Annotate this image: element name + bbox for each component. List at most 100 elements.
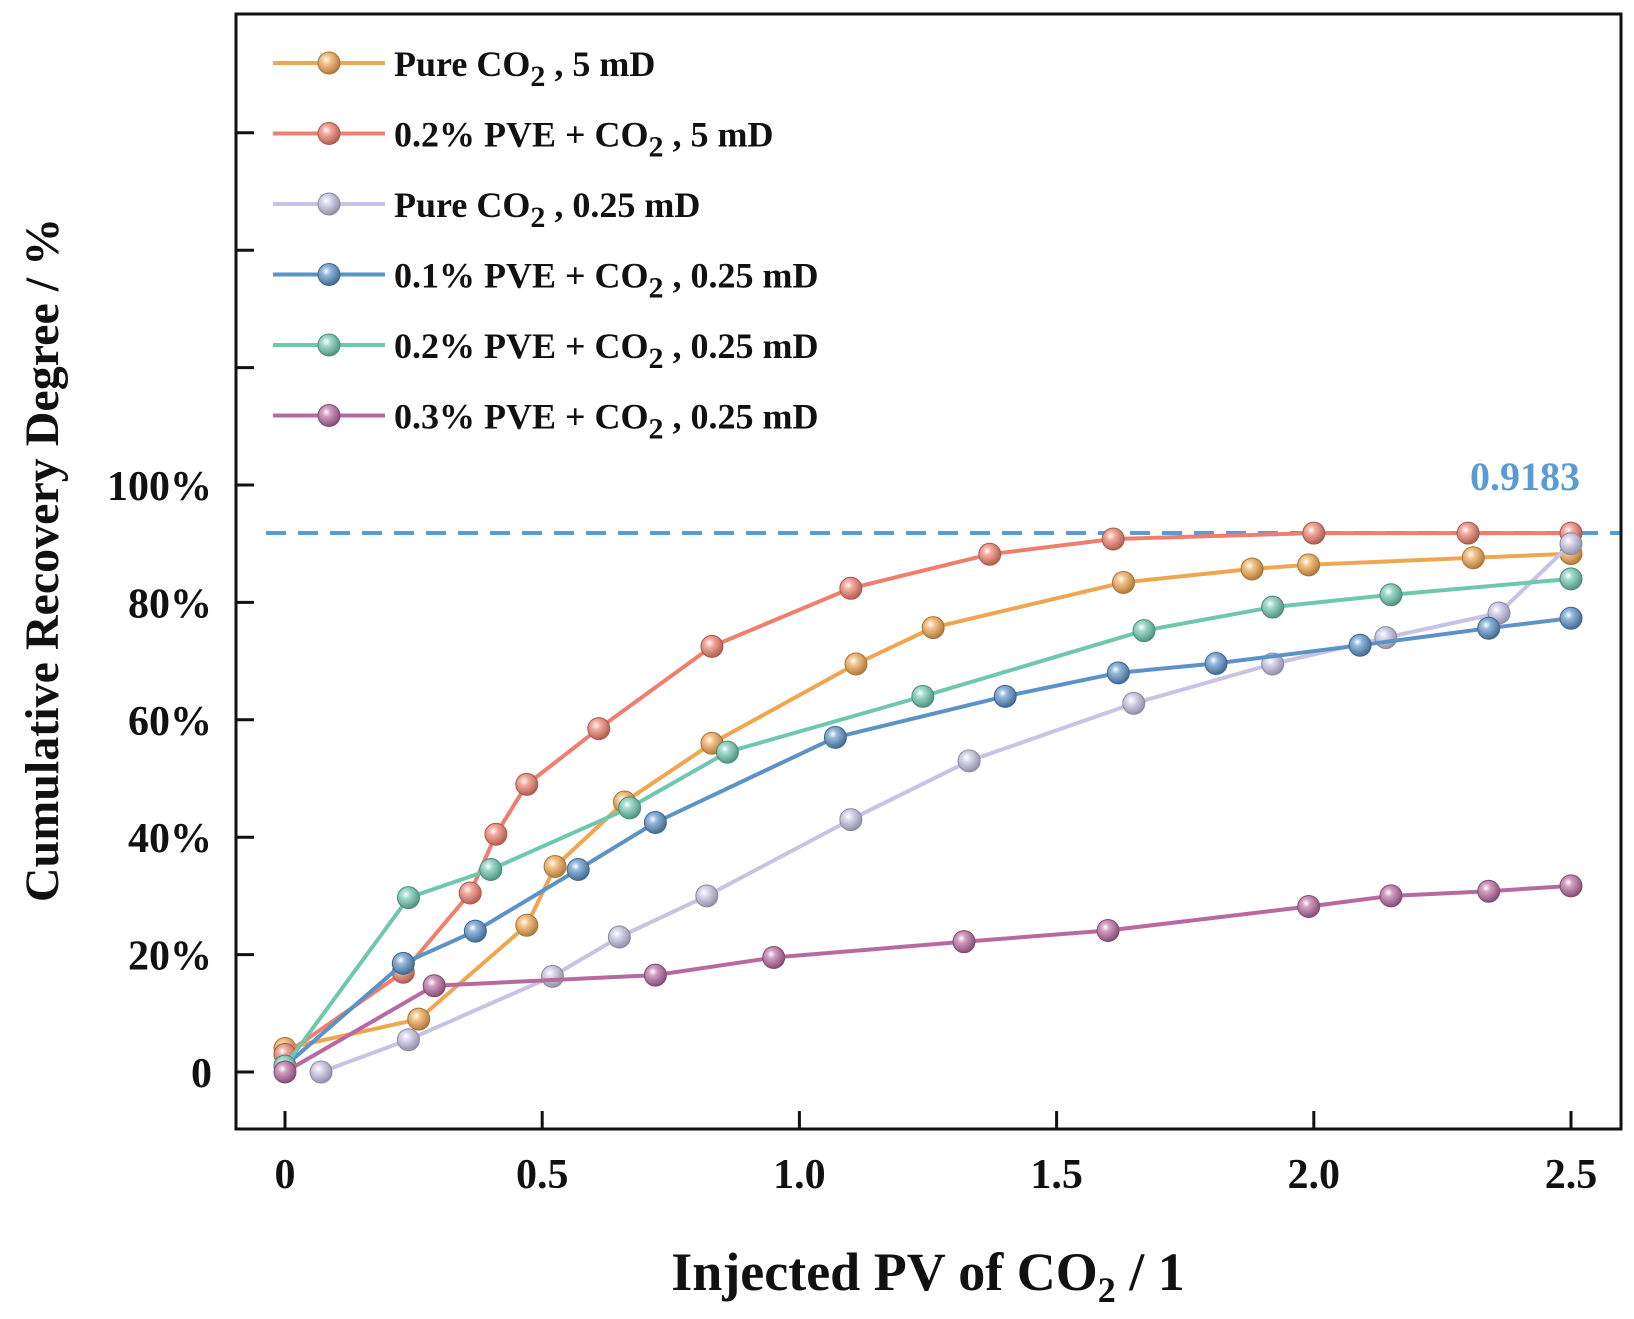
- data-point: [618, 796, 642, 820]
- data-point: [1096, 919, 1120, 943]
- y-tick-labels: 0 20% 40% 60% 80% 100%: [107, 464, 212, 1097]
- x-tick-label: 1.0: [773, 1152, 826, 1198]
- legend-item: 0.2% PVE + CO2 , 0.25 mD: [273, 326, 819, 375]
- x-tick-label: 0: [275, 1152, 296, 1198]
- data-point: [1132, 619, 1156, 643]
- data-point: [396, 1028, 420, 1052]
- data-point: [1111, 570, 1135, 594]
- data-point: [309, 1060, 333, 1084]
- y-tick-label: 20%: [128, 934, 212, 980]
- y-tick-label: 100%: [107, 464, 212, 510]
- legend-swatch-marker: [317, 51, 341, 75]
- data-point: [1477, 879, 1501, 903]
- data-point: [607, 925, 631, 949]
- y-tick-label: 60%: [128, 699, 212, 745]
- data-point: [1101, 527, 1125, 551]
- data-point: [540, 964, 564, 988]
- data-point: [844, 652, 868, 676]
- series-2: [273, 521, 1583, 1066]
- data-point: [839, 808, 863, 832]
- data-point: [587, 717, 611, 741]
- series-line: [320, 542, 1573, 1074]
- x-tick-label: 2.5: [1545, 1152, 1598, 1198]
- legend-swatch-marker: [317, 404, 341, 427]
- data-point: [715, 740, 739, 764]
- legend-item: Pure CO2 , 5 mD: [273, 44, 655, 93]
- series-line: [283, 616, 1572, 1068]
- data-point: [823, 725, 847, 749]
- data-point: [952, 930, 976, 954]
- legend-label: 0.1% PVE + CO2 , 0.25 mD: [394, 256, 819, 305]
- legend-swatch-marker: [317, 263, 341, 286]
- x-tick-labels: 0 0.5 1.0 1.5 2.0 2.5: [275, 1152, 1598, 1198]
- data-point: [1122, 691, 1146, 715]
- series-line: [283, 883, 1572, 1074]
- data-point: [484, 822, 508, 846]
- series-layer: [273, 521, 1583, 1084]
- data-point: [695, 884, 719, 908]
- data-point: [1297, 553, 1321, 577]
- data-point: [1379, 884, 1403, 908]
- data-point: [407, 1007, 431, 1031]
- legend-swatch-marker: [317, 192, 341, 216]
- data-point: [1456, 521, 1480, 545]
- x-axis-label-tail: / 1: [1116, 1242, 1185, 1302]
- data-point: [1379, 583, 1403, 607]
- legend-item: 0.3% PVE + CO2 , 0.25 mD: [273, 397, 819, 446]
- data-point: [1559, 567, 1583, 591]
- y-tick-label: 80%: [128, 581, 212, 627]
- data-point: [422, 974, 446, 998]
- data-point: [273, 1060, 297, 1084]
- data-point: [543, 855, 567, 879]
- data-point: [1374, 626, 1398, 650]
- x-axis-label-main: Injected PV of CO: [671, 1242, 1097, 1302]
- data-point: [1240, 557, 1264, 581]
- legend-label: 0.3% PVE + CO2 , 0.25 mD: [394, 397, 819, 446]
- y-tick-label: 0: [191, 1051, 212, 1097]
- series-line: [283, 576, 1572, 1068]
- plot-frame: [234, 12, 1623, 1131]
- data-point: [1297, 894, 1321, 918]
- data-point: [566, 857, 590, 881]
- data-point: [911, 684, 935, 708]
- data-point: [515, 913, 539, 937]
- data-point: [839, 576, 863, 600]
- legend-swatch-marker: [317, 333, 341, 357]
- data-point: [396, 886, 420, 910]
- legend-swatch-marker: [317, 122, 341, 145]
- y-axis-label: Cumulative Recovery Degree / %: [16, 218, 69, 902]
- legend-label: Pure CO2 , 0.25 mD: [394, 185, 700, 234]
- y-tick-label: 40%: [128, 816, 212, 862]
- data-point: [978, 542, 1002, 566]
- series-6: [273, 874, 1583, 1084]
- data-point: [1559, 532, 1583, 556]
- data-point: [1477, 616, 1501, 640]
- data-point: [1559, 874, 1583, 898]
- data-point: [1302, 521, 1326, 545]
- data-point: [1261, 595, 1285, 619]
- data-point: [921, 616, 945, 640]
- data-point: [762, 946, 786, 970]
- legend-label: 0.2% PVE + CO2 , 0.25 mD: [394, 326, 819, 375]
- data-point: [479, 857, 503, 881]
- legend-label: 0.2% PVE + CO2 , 5 mD: [394, 115, 774, 164]
- data-point: [643, 811, 667, 835]
- series-3: [309, 532, 1583, 1084]
- data-point: [993, 684, 1017, 708]
- x-tick-label: 2.0: [1288, 1152, 1341, 1198]
- legend-item: 0.2% PVE + CO2 , 5 mD: [273, 115, 774, 164]
- data-point: [700, 634, 724, 658]
- data-point: [1204, 651, 1228, 675]
- data-point: [463, 919, 487, 943]
- legend-item: Pure CO2 , 0.25 mD: [273, 185, 700, 234]
- x-tick-label: 0.5: [516, 1152, 569, 1198]
- data-point: [515, 772, 539, 796]
- x-axis-label: Injected PV of CO2 / 1: [671, 1242, 1184, 1310]
- legend-label: Pure CO2 , 5 mD: [394, 44, 655, 93]
- x-tick-label: 1.5: [1030, 1152, 1083, 1198]
- legend: Pure CO2 , 5 mD 0.2% PVE + CO2 , 5 mD Pure…: [273, 44, 819, 446]
- data-point: [391, 951, 415, 975]
- data-point: [643, 963, 667, 987]
